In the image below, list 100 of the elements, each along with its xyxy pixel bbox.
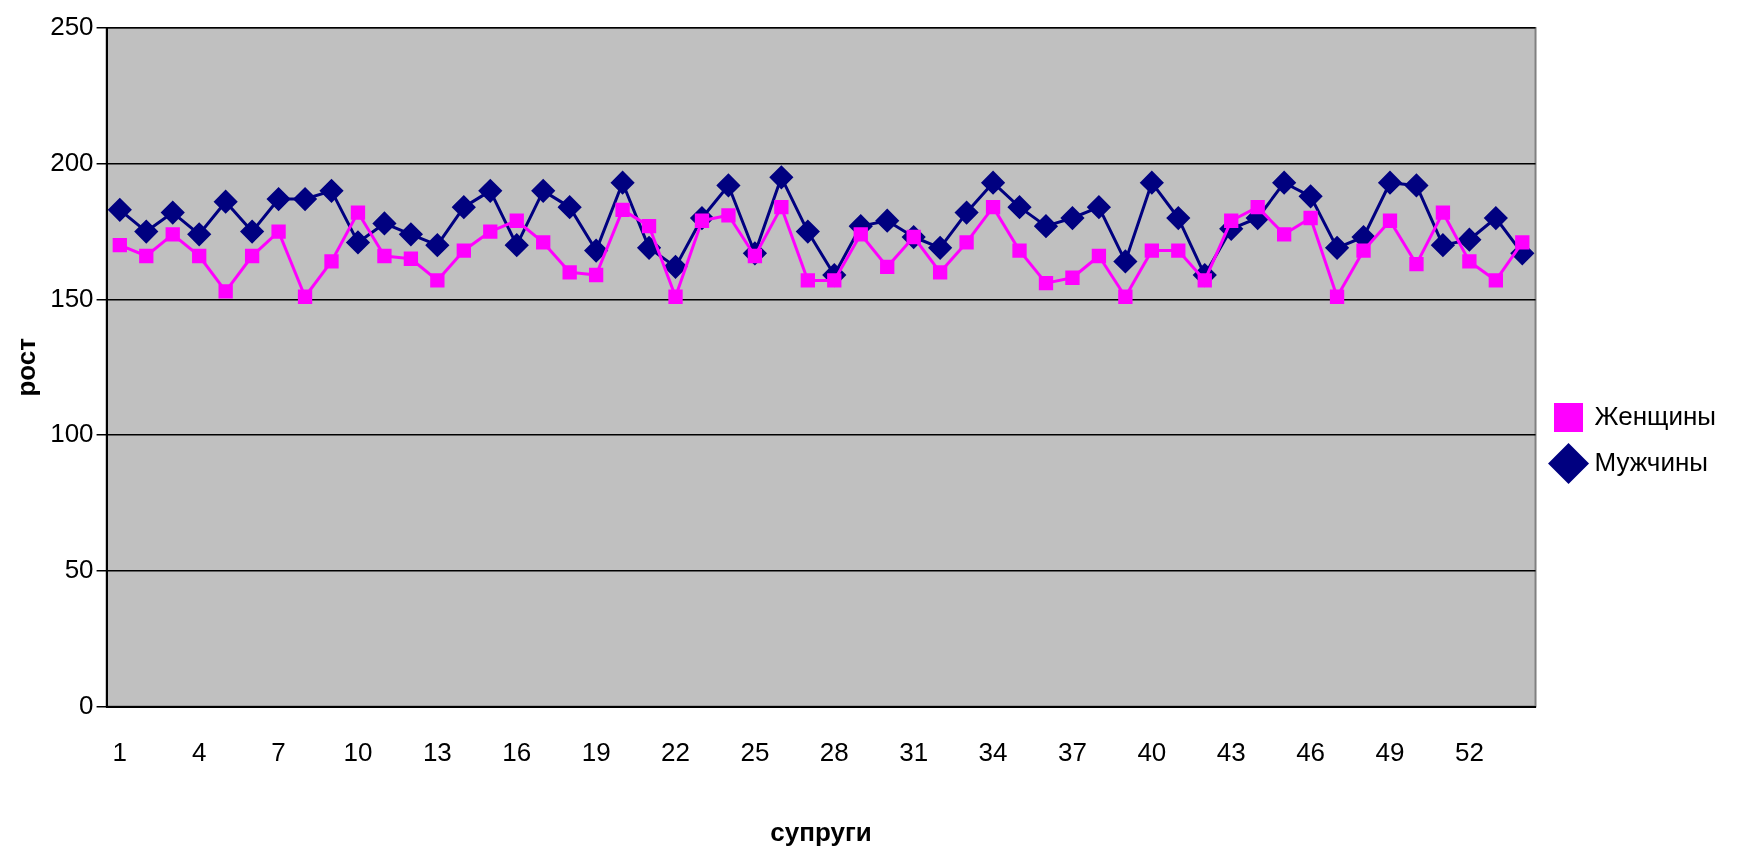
point (637, 236, 661, 260)
point (562, 265, 577, 280)
point (1144, 243, 1159, 258)
point (1087, 195, 1111, 219)
point (218, 284, 233, 299)
point (1462, 254, 1477, 269)
point (1250, 199, 1265, 215)
x-tick-label: 16 (502, 737, 532, 768)
point (244, 248, 260, 264)
point (1091, 248, 1107, 264)
point (483, 224, 498, 239)
point (1488, 273, 1503, 288)
point (853, 227, 868, 242)
point (721, 208, 736, 223)
legend-label: Женщины (1594, 400, 1716, 431)
point (880, 259, 895, 275)
point (531, 179, 555, 203)
point (668, 289, 683, 304)
point (456, 243, 471, 258)
x-tick-label: 19 (581, 737, 611, 768)
x-tick-label: 40 (1137, 737, 1167, 768)
x-tick-label: 28 (819, 737, 849, 768)
point (214, 190, 238, 214)
point (1303, 210, 1318, 226)
point (1113, 249, 1137, 273)
x-tick-label: 46 (1296, 737, 1326, 768)
point (769, 165, 793, 189)
y-axis-title: рост (10, 337, 41, 397)
point (1435, 205, 1451, 220)
point (1012, 243, 1027, 258)
point (161, 201, 185, 225)
point (425, 233, 449, 257)
point (192, 248, 207, 264)
point (1325, 236, 1349, 260)
point (985, 199, 1001, 215)
point (452, 195, 476, 219)
x-tick-label: 4 (191, 737, 207, 768)
point (372, 211, 396, 235)
x-tick-label: 10 (343, 737, 373, 768)
point (664, 255, 688, 279)
point (1060, 206, 1084, 230)
point (1065, 270, 1080, 285)
point (615, 202, 630, 218)
legend-label: Мужчины (1594, 446, 1708, 477)
point (112, 238, 127, 253)
point (350, 205, 366, 220)
point (932, 265, 948, 280)
x-tick-label: 13 (422, 737, 452, 768)
point (1118, 289, 1133, 304)
point (716, 173, 740, 197)
point (1404, 173, 1428, 197)
point (800, 273, 815, 288)
point (981, 171, 1005, 195)
point (928, 236, 952, 260)
point (1299, 184, 1323, 208)
x-tick-label: 31 (899, 737, 929, 768)
point (1034, 214, 1058, 238)
point (584, 239, 608, 263)
point (1038, 276, 1054, 291)
point (478, 179, 502, 203)
x-tick-label: 22 (661, 737, 690, 768)
point (1515, 235, 1530, 250)
point (1378, 171, 1402, 195)
point (1329, 289, 1345, 304)
point (320, 179, 344, 203)
y-tick-label: 150 (50, 282, 94, 313)
point (959, 235, 974, 250)
point (165, 227, 180, 242)
point (1224, 213, 1239, 228)
point (134, 220, 158, 244)
y-tick-label: 50 (64, 554, 94, 585)
point (1171, 243, 1186, 258)
point (399, 222, 423, 246)
x-tick-label: 43 (1216, 737, 1246, 768)
point (430, 273, 445, 288)
point (271, 224, 286, 239)
point (955, 201, 979, 225)
point (509, 213, 524, 228)
point (403, 251, 419, 266)
y-tick-label: 250 (50, 11, 94, 42)
y-tick-label: 0 (79, 689, 94, 720)
y-tick-label: 100 (50, 418, 94, 449)
point (1166, 206, 1190, 230)
point (1140, 171, 1164, 195)
point (1008, 195, 1032, 219)
point (108, 198, 132, 222)
x-axis-title: супруги (770, 816, 872, 847)
x-tick-label: 34 (978, 737, 1008, 768)
point (641, 218, 657, 234)
x-tick-label: 1 (112, 737, 128, 768)
x-tick-label: 49 (1375, 737, 1405, 768)
point (1272, 171, 1296, 195)
point (377, 248, 392, 264)
point (1382, 213, 1398, 228)
point (536, 235, 551, 250)
point (1431, 233, 1455, 257)
point (297, 289, 313, 304)
point (774, 199, 789, 215)
point (558, 195, 582, 219)
point (1276, 227, 1292, 242)
